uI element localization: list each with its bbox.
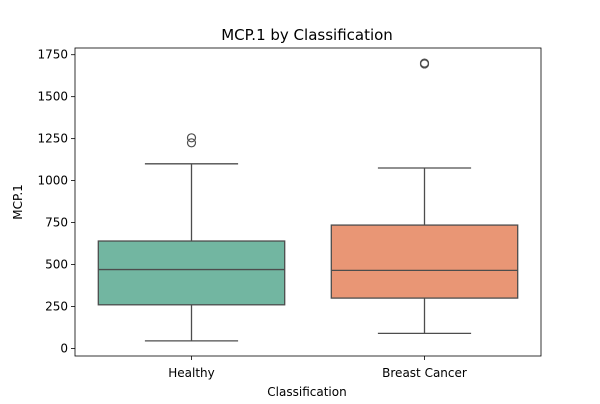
x-tick-label: Breast Cancer: [382, 366, 467, 380]
y-axis: 0 250 500 750 1000 1250 1500 1750: [37, 48, 75, 355]
outlier-point: [419, 58, 430, 68]
chart-title: MCP.1 by Classification: [221, 26, 393, 44]
y-axis-label: MCP.1: [11, 184, 25, 220]
outlier-point: [186, 133, 197, 143]
plot-area: [97, 58, 519, 342]
y-tick-label: 1500: [37, 90, 68, 104]
box-breast-cancer: [330, 58, 519, 334]
x-tick-label: Healthy: [168, 366, 215, 380]
y-tick-label: 1000: [37, 174, 68, 188]
y-tick-label: 1250: [37, 132, 68, 146]
y-tick-label: 750: [45, 216, 68, 230]
box-iqr: [97, 240, 286, 306]
x-axis-label: Classification: [267, 385, 346, 399]
y-tick-label: 1750: [37, 48, 68, 62]
y-tick-label: 250: [45, 299, 68, 313]
x-axis: Healthy Breast Cancer: [168, 356, 467, 380]
y-tick-label: 500: [45, 258, 68, 272]
box-iqr: [330, 224, 519, 299]
y-tick-label: 0: [60, 341, 68, 355]
outlier-point: [186, 138, 197, 148]
plot-frame: [74, 47, 542, 357]
box-healthy: [97, 133, 286, 342]
